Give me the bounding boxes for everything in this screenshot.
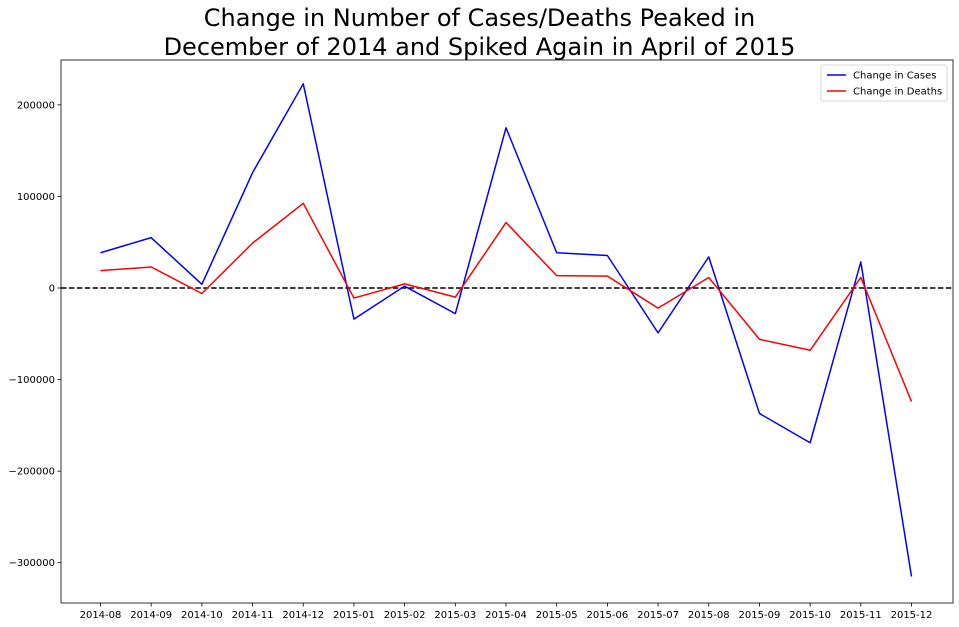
series-layer bbox=[100, 83, 913, 577]
x-tick-label: 2015-05 bbox=[536, 610, 578, 621]
axes-layer: 200000 100000 0 −100000 −200000 −300000 2014-0… bbox=[8, 59, 954, 621]
x-tick-label: 2015-01 bbox=[333, 610, 375, 621]
chart-title-line-1: Change in Number of Cases/Deaths Peaked … bbox=[203, 4, 756, 32]
y-tick-label: 100000 bbox=[17, 192, 55, 203]
chart-title-line-2: December of 2014 and Spiked Again in Apr… bbox=[163, 33, 796, 61]
legend-label: Change in Deaths bbox=[853, 87, 942, 98]
chart-title: Change in Number of Cases/Deaths Peaked … bbox=[0, 4, 959, 62]
legend: Change in Cases Change in Deaths bbox=[820, 64, 948, 102]
plot-background bbox=[61, 60, 953, 603]
x-tick-label: 2014-10 bbox=[181, 610, 223, 621]
x-tick-label: 2015-09 bbox=[739, 610, 781, 621]
y-tick-label: 200000 bbox=[17, 100, 55, 111]
x-tick-label: 2015-03 bbox=[434, 610, 476, 621]
x-tick-label: 2014-09 bbox=[130, 610, 172, 621]
y-tick-label: 0 bbox=[49, 284, 55, 295]
x-tick-label: 2015-10 bbox=[789, 610, 831, 621]
series-line-change-in-cases bbox=[100, 83, 913, 577]
x-tick-label: 2014-08 bbox=[80, 610, 122, 621]
y-tick-label: −200000 bbox=[8, 467, 55, 478]
x-tick-label: 2015-12 bbox=[891, 610, 933, 621]
axes-frame bbox=[60, 59, 954, 604]
x-tick-label: 2015-11 bbox=[840, 610, 882, 621]
legend-box bbox=[820, 64, 948, 102]
plot-area bbox=[61, 60, 953, 603]
x-tick-label: 2015-06 bbox=[586, 610, 628, 621]
x-tick-label: 2015-04 bbox=[485, 610, 527, 621]
x-tick-label: 2015-07 bbox=[637, 610, 679, 621]
legend-label: Change in Cases bbox=[853, 71, 936, 82]
x-tick-label: 2014-11 bbox=[232, 610, 274, 621]
x-tick-label: 2014-12 bbox=[282, 610, 324, 621]
series-line-change-in-deaths bbox=[100, 202, 913, 402]
y-tick-label: −100000 bbox=[8, 375, 55, 386]
x-tick-label: 2015-08 bbox=[688, 610, 730, 621]
x-tick-label: 2015-02 bbox=[384, 610, 426, 621]
y-tick-label: −300000 bbox=[8, 558, 55, 569]
